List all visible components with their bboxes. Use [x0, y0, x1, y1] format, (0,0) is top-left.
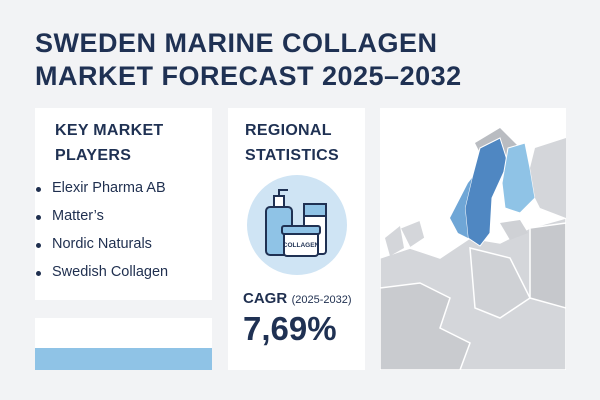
title-line: MARKET FORECAST 2025–2032: [35, 61, 462, 91]
jar-label: COLLAGEN: [283, 242, 320, 249]
player: Matter’s: [36, 208, 104, 224]
cagr-heading: CAGR (2025-2032): [243, 290, 352, 308]
progress-bar: [35, 348, 212, 370]
player: Swedish Collagen: [35, 264, 169, 280]
stats-title: REGIONAL STATISTICS: [245, 122, 339, 164]
cagr-label: CAGR: [243, 290, 288, 307]
player: Nordic Naturals: [36, 236, 152, 252]
player: Elexir Pharma AB: [36, 180, 166, 196]
cagr-period: (2025-2032): [291, 294, 352, 306]
players-title: KEY MARKET PLAYERS: [55, 122, 164, 164]
players-card: [35, 108, 212, 300]
map: [380, 108, 566, 370]
title-line: SWEDEN MARINE COLLAGEN: [35, 28, 438, 58]
product-icon: COLLAGEN: [247, 175, 347, 275]
cagr-value: 7,69%: [243, 310, 337, 347]
